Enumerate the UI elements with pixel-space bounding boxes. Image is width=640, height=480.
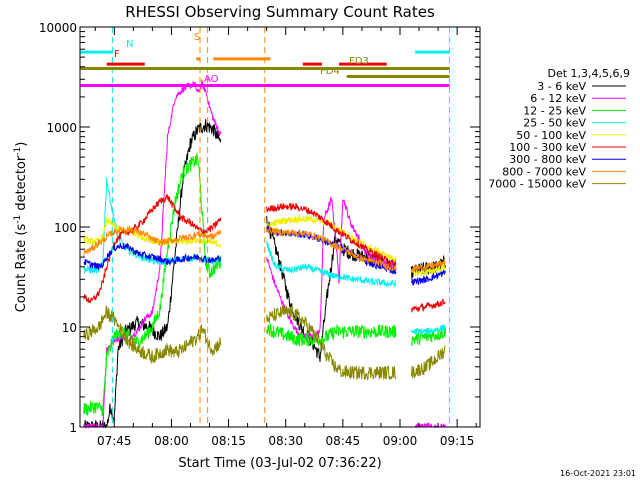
legend-label-1: 3 - 6 keV <box>537 80 586 93</box>
y-axis-label-sup1: -1 <box>13 215 23 224</box>
legend-label-7: 300 - 800 keV <box>509 153 586 166</box>
x-tick-label-7: 09:15 <box>440 434 475 448</box>
y-axis-label-main: Count Rate (s <box>14 224 29 313</box>
x-tick-label-1: 07:45 <box>97 434 132 448</box>
series-line-8 <box>83 225 446 273</box>
series-line-9 <box>83 304 446 381</box>
flag-label-fd4: FD4 <box>320 66 340 77</box>
x-axis-label: Start Time (03-Jul-02 07:36:22) <box>178 456 381 471</box>
legend-label-8: 800 - 7000 keV <box>502 165 586 178</box>
timestamp: 16-Oct-2021 23:01 <box>560 469 636 478</box>
flag-label-s: S <box>194 32 200 43</box>
flag-label-f: F <box>114 49 120 60</box>
dashed-marker-layer <box>111 27 451 427</box>
y-tick-label-1: 1 <box>69 421 77 435</box>
legend-label-6: 100 - 300 keV <box>509 141 586 154</box>
legend-label-2: 6 - 12 keV <box>530 92 586 105</box>
y-tick-label-3: 100 <box>54 221 77 235</box>
series-line-3 <box>83 152 446 417</box>
x-tick-label-2: 08:00 <box>154 434 189 448</box>
legend-title: Det 1,3,4,5,6,9 <box>547 67 630 80</box>
x-tick-label-4: 08:30 <box>268 434 303 448</box>
flag-label-n: N <box>126 39 133 50</box>
plot-area: N S F FD3 FD4 AO 07:45 08:00 08:15 08:30 08:45 09:… <box>39 21 481 448</box>
series-line-4 <box>83 177 446 336</box>
y-tick-label-2: 10 <box>62 321 77 335</box>
y-axis-label-mid: detector <box>14 155 29 215</box>
x-tick-label-5: 08:45 <box>326 434 361 448</box>
legend-label-5: 50 - 100 keV <box>516 129 586 142</box>
y-tick-label-5: 10000 <box>39 21 77 35</box>
legend-label-3: 12 - 25 keV <box>523 104 586 117</box>
flag-label-ao: AO <box>204 74 219 85</box>
series-layer <box>83 78 446 429</box>
legend-label-4: 25 - 50 keV <box>523 117 586 130</box>
legend-label-9: 7000 - 15000 keV <box>488 178 586 191</box>
y-axis-label: Count Rate (s-1 detector-1) <box>13 142 29 313</box>
x-tick-label-6: 09:00 <box>383 434 418 448</box>
x-tick-label-3: 08:15 <box>211 434 246 448</box>
axis-ticks: 07:45 08:00 08:15 08:30 08:45 09:00 09:15 1 10 10… <box>39 21 480 448</box>
chart-title: RHESSI Observing Summary Count Rates <box>125 3 435 21</box>
y-axis-label-sup2: -1 <box>13 147 23 156</box>
flag-label-fd3: FD3 <box>349 56 369 67</box>
y-tick-label-4: 1000 <box>46 121 77 135</box>
series-line-6 <box>83 194 446 313</box>
flag-layer: N S F FD3 FD4 AO <box>80 32 450 88</box>
y-axis-label-end: ) <box>14 142 29 147</box>
